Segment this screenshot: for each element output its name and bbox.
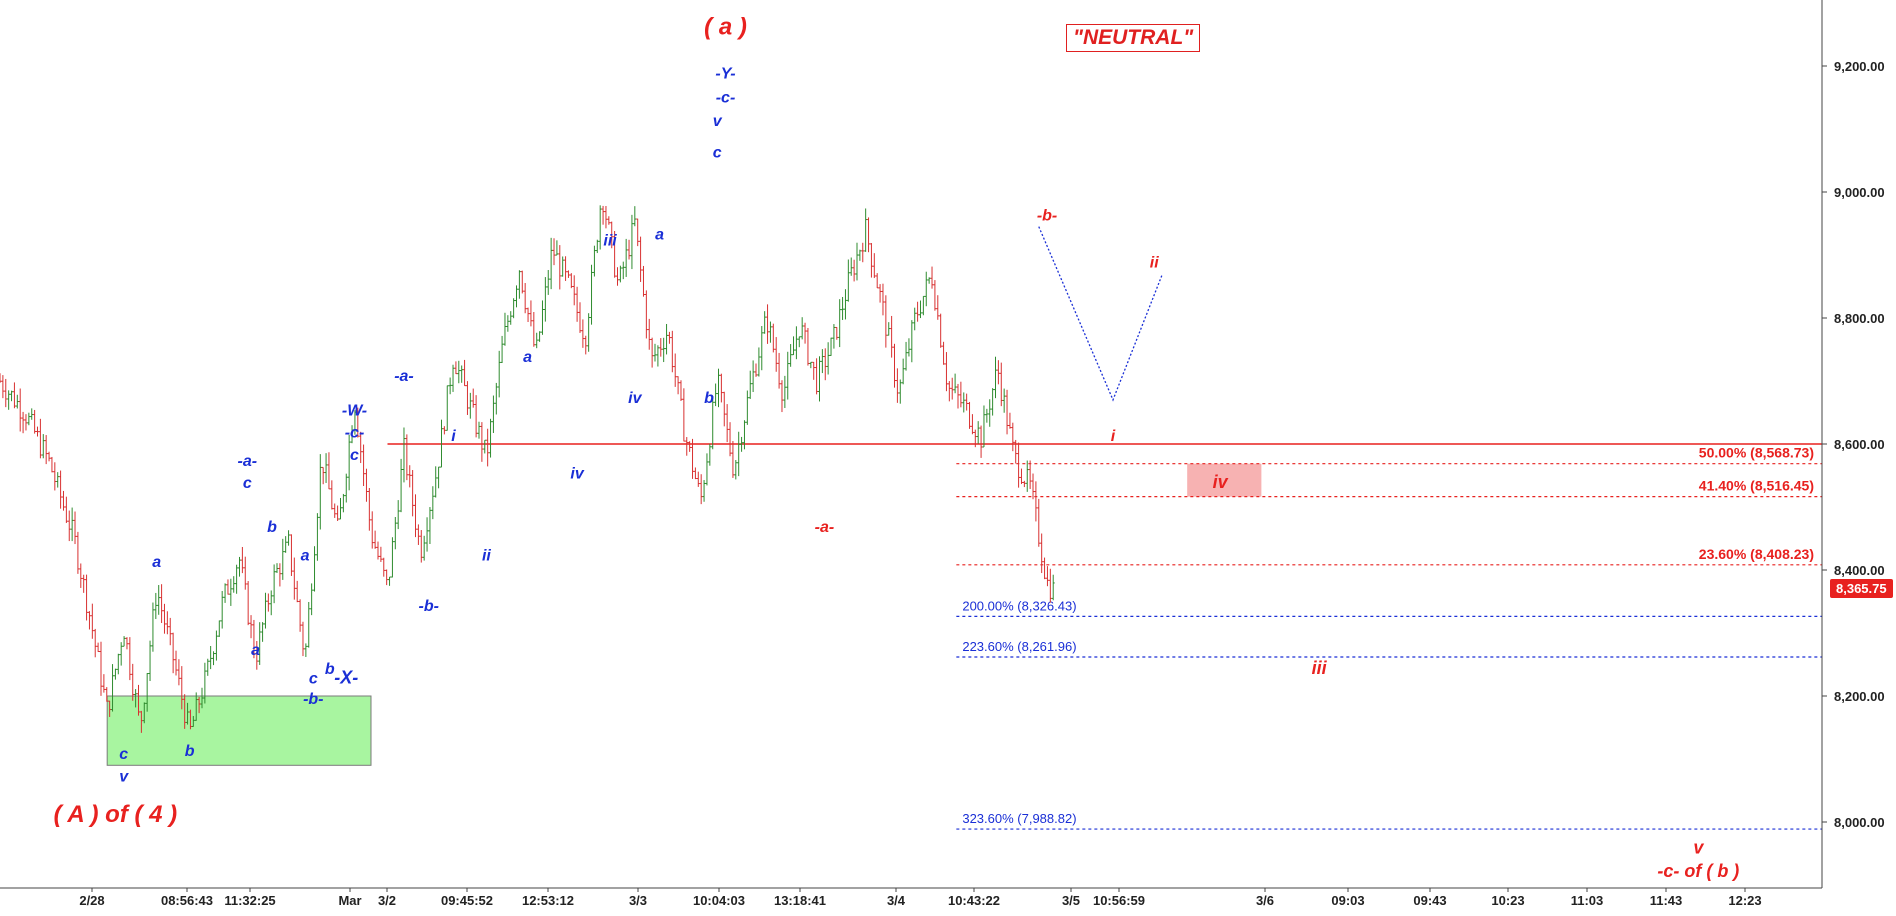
wave-label-22: iv — [570, 466, 584, 483]
wave-label-25: iv — [628, 390, 642, 407]
fib-lines: 50.00% (8,568.73) 41.40% (8,516.45) 23.60%… — [387, 443, 1822, 830]
wave-label-18: -b- — [418, 598, 438, 615]
fib-label-4: 200.00% (8,326.43) — [962, 598, 1076, 613]
x-tick-label-6: 12:53:12 — [522, 893, 574, 908]
y-tick-label-5: 9,000.00 — [1834, 185, 1885, 200]
fib-label-3: 23.60% (8,408.23) — [1699, 546, 1814, 562]
wave-label-30: v — [713, 113, 723, 130]
wave-label-28: -Y- — [715, 66, 735, 83]
fib-label-2: 41.40% (8,516.45) — [1699, 478, 1814, 494]
zones — [106, 463, 1262, 766]
wave-label-23: iii — [603, 233, 617, 250]
x-tick-label-5: 09:45:52 — [441, 893, 493, 908]
wave-label-4: b — [185, 743, 195, 760]
y-tick-label-0: 8,000.00 — [1834, 815, 1885, 830]
neutral-badge: "NEUTRAL" — [1066, 24, 1201, 52]
wave-label-34: ii — [1150, 255, 1159, 272]
x-tick-label-4: 3/2 — [378, 893, 396, 908]
support-box — [106, 695, 372, 766]
wave-label-0: ( A ) of ( 4 ) — [54, 801, 178, 828]
wave-label-6: c — [243, 475, 252, 492]
x-tick-label-20: 12:23 — [1728, 893, 1761, 908]
wave-label-26: b — [704, 390, 714, 407]
wave-label-31: c — [713, 144, 722, 161]
wave-label-13: -X- — [334, 667, 358, 687]
wave-iv-box — [1187, 463, 1262, 497]
wave-zigzag — [1038, 226, 1164, 402]
x-tick-label-17: 10:23 — [1491, 893, 1524, 908]
x-tick-label-16: 09:43 — [1413, 893, 1446, 908]
wave-label-10: c — [309, 670, 318, 687]
x-tick-label-15: 09:03 — [1331, 893, 1364, 908]
wave-label-21: a — [523, 349, 532, 366]
wave-label-24: a — [655, 226, 664, 243]
wave-label-8: b — [267, 519, 277, 536]
x-tick-label-8: 10:04:03 — [693, 893, 745, 908]
wave-label-12: b — [325, 661, 335, 678]
x-tick-label-0: 2/28 — [79, 893, 104, 908]
x-tick-label-7: 3/3 — [629, 893, 647, 908]
wave-label-9: a — [301, 548, 310, 565]
x-tick-label-19: 11:43 — [1650, 893, 1683, 908]
wave-label-39: -c- of ( b ) — [1657, 861, 1739, 881]
x-tick-label-2: 11:32:25 — [224, 893, 275, 908]
candlestick-series — [0, 205, 1055, 733]
x-tick-label-12: 3/5 — [1062, 893, 1080, 908]
y-tick-label-6: 9,200.00 — [1834, 59, 1885, 74]
wave-label-37: iii — [1312, 658, 1328, 678]
wave-label-19: i — [451, 428, 456, 445]
x-tick-label-9: 13:18:41 — [774, 893, 826, 908]
fib-label-6: 323.60% (7,988.82) — [962, 811, 1076, 826]
x-tick-label-1: 08:56:43 — [161, 893, 213, 908]
x-tick-label-3: Mar — [338, 893, 361, 908]
wave-label-27: ( a ) — [704, 14, 747, 41]
current-price-tag: 8,365.75 — [1830, 579, 1893, 598]
x-tick-label-13: 10:56:59 — [1093, 893, 1145, 908]
y-tick-label-3: 8,600.00 — [1834, 437, 1885, 452]
wave-label-36: iv — [1213, 472, 1229, 492]
x-tick-label-18: 11:03 — [1571, 893, 1604, 908]
x-tick-label-14: 3/6 — [1256, 893, 1274, 908]
wave-label-3: a — [152, 554, 161, 571]
wave-label-32: -a- — [815, 519, 835, 536]
wave-label-2: v — [119, 769, 129, 786]
wave-label-38: v — [1693, 838, 1704, 858]
wave-label-14: -W- — [342, 403, 367, 420]
wave-label-20: ii — [482, 548, 491, 565]
y-tick-label-4: 8,800.00 — [1834, 311, 1885, 326]
dotted-zigzag — [1038, 226, 1164, 402]
wave-label-15: -c- — [345, 425, 365, 442]
wave-label-7: a — [251, 642, 260, 659]
wave-label-5: -a- — [238, 453, 258, 470]
wave-label-33: -b- — [1037, 207, 1057, 224]
wave-label-1: c — [119, 746, 128, 763]
wave-label-17: -a- — [394, 368, 414, 385]
x-tick-label-10: 3/4 — [887, 893, 906, 908]
wave-label-35: i — [1111, 428, 1116, 445]
y-tick-label-2: 8,400.00 — [1834, 563, 1885, 578]
fib-label-5: 223.60% (8,261.96) — [962, 639, 1076, 654]
fib-label-1: 50.00% (8,568.73) — [1699, 445, 1814, 461]
wave-label-11: -b- — [303, 691, 323, 708]
y-tick-label-1: 8,200.00 — [1834, 689, 1885, 704]
x-tick-label-11: 10:43:22 — [948, 893, 1000, 908]
wave-label-16: c — [350, 447, 359, 464]
wave-label-29: -c- — [716, 90, 736, 107]
